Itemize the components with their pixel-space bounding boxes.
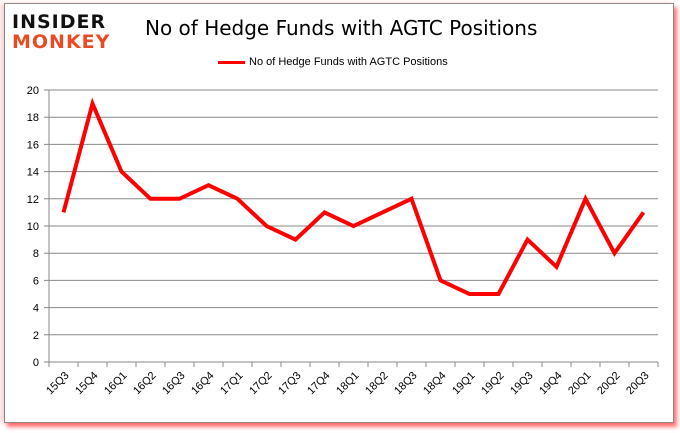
x-tick-label: 17Q1 [218,370,246,398]
insider-monkey-logo: INSIDER MONKEY [12,12,110,52]
y-tick-label: 12 [27,194,39,206]
x-tick-label: 19Q2 [479,370,507,398]
x-tick-label: 16Q2 [131,370,159,398]
y-tick-label: 14 [27,167,39,179]
y-tick-label: 2 [33,330,39,342]
legend-label: No of Hedge Funds with AGTC Positions [249,56,448,68]
y-tick-label: 0 [33,357,39,369]
x-tick-label: 20Q2 [595,370,623,398]
x-tick-label: 18Q3 [392,370,420,398]
x-tick-label: 15Q4 [73,370,101,398]
y-tick-label: 18 [27,112,39,124]
x-tick-label: 18Q4 [421,370,449,398]
x-tick-label: 19Q4 [537,370,565,398]
x-tick-label: 17Q2 [247,370,275,398]
chart-legend: No of Hedge Funds with AGTC Positions [218,56,448,68]
x-tick-label: 16Q3 [160,370,188,398]
x-tick-label: 19Q1 [450,370,478,398]
y-tick-label: 4 [33,303,39,315]
y-tick-label: 6 [33,275,39,287]
x-tick-label: 18Q1 [334,370,362,398]
legend-swatch [218,60,245,64]
x-tick-label: 19Q3 [508,370,536,398]
x-tick-label: 16Q1 [102,370,130,398]
x-tick-label: 15Q3 [44,370,72,398]
y-tick-label: 10 [27,221,39,233]
series-line [61,97,646,296]
chart-frame [4,3,674,423]
x-tick-label: 17Q4 [305,370,333,398]
y-tick-label: 20 [27,85,39,97]
y-tick-label: 16 [27,139,39,151]
x-tick-label: 16Q4 [189,370,217,398]
x-tick-label: 20Q1 [566,370,594,398]
y-tick-label: 8 [33,248,39,260]
x-tick-label: 20Q3 [624,370,652,398]
logo-line2: MONKEY [12,31,111,53]
x-tick-label: 18Q2 [363,370,391,398]
logo-line1: INSIDER [12,11,107,33]
chart-title: No of Hedge Funds with AGTC Positions [145,16,538,40]
x-tick-label: 17Q3 [276,370,304,398]
